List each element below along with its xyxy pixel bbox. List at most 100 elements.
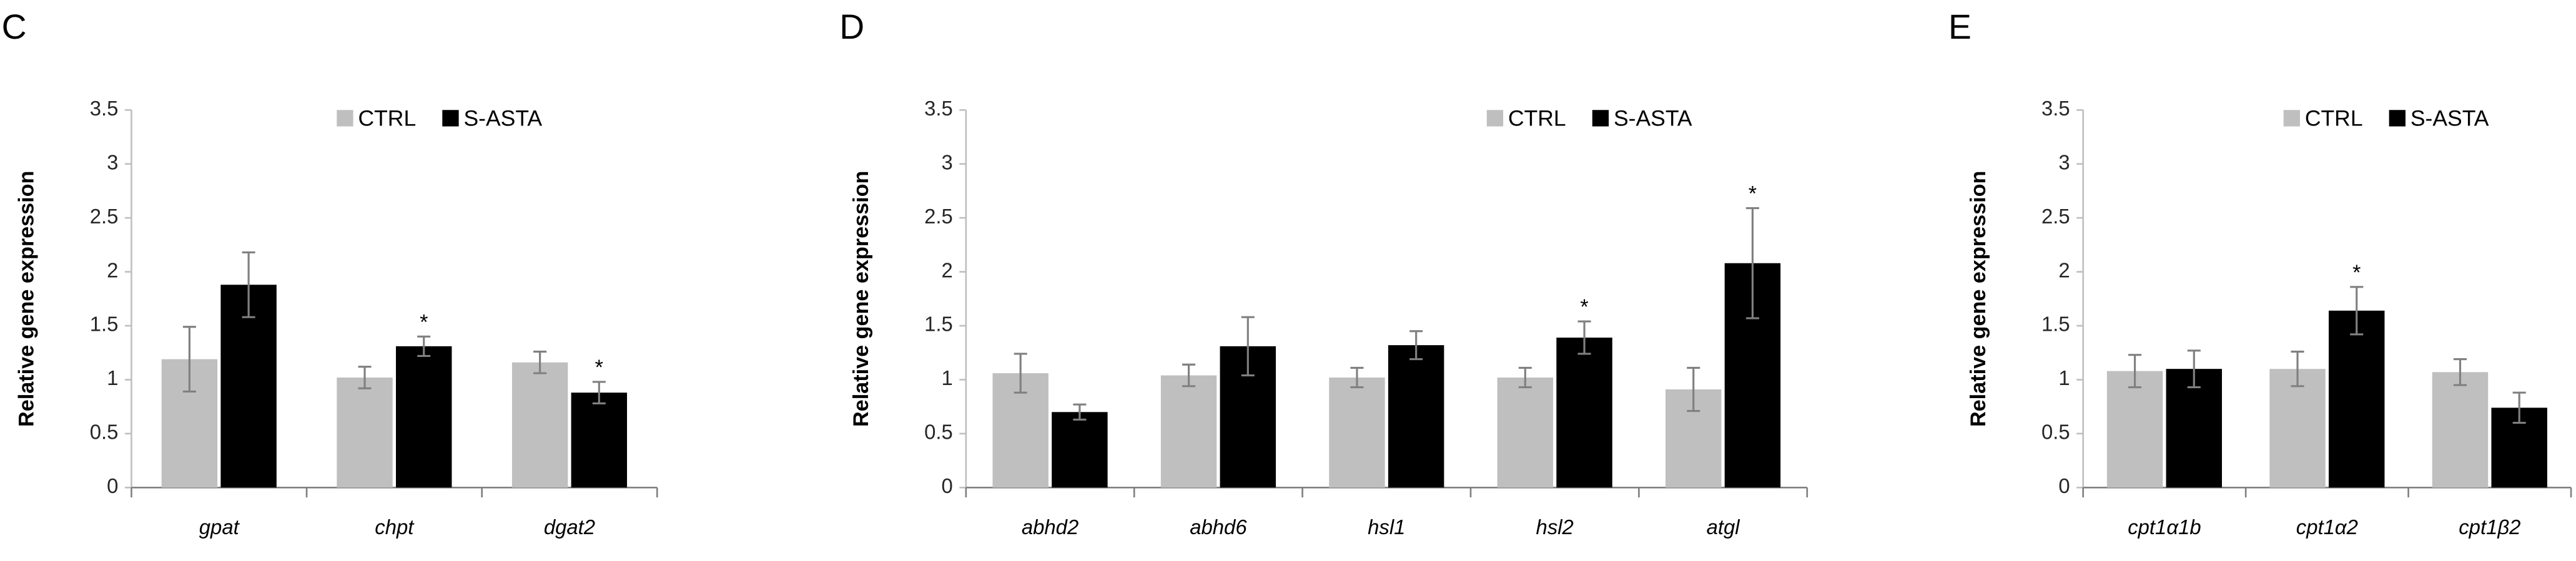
y-axis-label: Relative gene expression <box>1967 171 1990 427</box>
legend-swatch <box>1592 110 1609 127</box>
error-bar <box>2350 286 2364 336</box>
y-tick-label: 3.5 <box>924 97 953 120</box>
legend-swatch <box>2389 110 2406 127</box>
y-tick-label: 1 <box>107 366 118 389</box>
legend-label: S-ASTA <box>1614 105 1692 130</box>
error-bar <box>1350 366 1364 389</box>
significance-mark: * <box>420 310 428 334</box>
significance-mark: * <box>595 356 603 379</box>
error-bar <box>2291 350 2304 388</box>
legend-label: S-ASTA <box>2411 105 2489 130</box>
y-tick-label: 3 <box>942 150 953 173</box>
x-tick-label: dgat2 <box>544 515 595 539</box>
bar <box>2329 310 2385 488</box>
bar <box>1497 377 1554 488</box>
bar <box>2269 369 2326 488</box>
bar <box>2166 369 2223 488</box>
bar <box>337 377 393 488</box>
bar <box>2432 372 2489 488</box>
bar <box>220 285 277 488</box>
bar <box>2106 371 2163 488</box>
legend-swatch <box>337 110 353 127</box>
error-bar <box>2512 391 2526 424</box>
x-tick-label: cpt1α2 <box>2296 515 2358 539</box>
x-tick-label: hsl2 <box>1536 515 1574 539</box>
y-tick-label: 1.5 <box>924 313 953 336</box>
error-bar <box>1409 330 1423 361</box>
bar <box>1556 338 1612 488</box>
error-bar <box>1182 363 1196 388</box>
y-tick-label: 0.5 <box>90 421 119 444</box>
y-tick-label: 2.5 <box>2041 205 2070 228</box>
y-tick-label: 2.5 <box>924 205 953 228</box>
y-tick-label: 2 <box>107 258 118 281</box>
y-tick-label: 3 <box>2058 150 2070 173</box>
x-tick-label: chpt <box>375 515 415 539</box>
error-bar <box>182 326 196 393</box>
panel-label: E <box>1948 7 1971 46</box>
error-bar <box>1073 403 1087 421</box>
x-tick-label: abhd2 <box>1022 515 1078 539</box>
x-tick-label: hsl1 <box>1368 515 1405 539</box>
x-tick-label: gpat <box>199 515 240 539</box>
significance-mark: * <box>2352 261 2361 285</box>
error-bar <box>242 251 255 318</box>
panel-label: D <box>839 7 864 46</box>
error-bar <box>1518 366 1532 389</box>
y-tick-label: 0.5 <box>924 421 953 444</box>
significance-mark: * <box>1580 295 1588 319</box>
error-bar <box>358 366 372 389</box>
error-bar <box>1014 353 1027 394</box>
y-tick-label: 3.5 <box>2041 97 2070 120</box>
legend-label: CTRL <box>1508 105 1566 130</box>
legend-label: CTRL <box>358 105 416 130</box>
x-tick-label: abhd6 <box>1190 515 1247 539</box>
y-axis-label: Relative gene expression <box>15 171 39 427</box>
y-tick-label: 1.5 <box>2041 313 2070 336</box>
error-bar <box>1577 320 1591 355</box>
significance-mark: * <box>1749 182 1757 206</box>
y-tick-label: 2 <box>2058 258 2070 281</box>
y-tick-label: 0 <box>107 474 118 497</box>
y-tick-label: 3.5 <box>90 97 119 120</box>
bar <box>571 393 628 488</box>
bar <box>1052 412 1108 488</box>
error-bar <box>1687 366 1700 412</box>
bar <box>511 362 568 488</box>
y-tick-label: 1 <box>942 366 953 389</box>
bar <box>1388 345 1444 488</box>
legend-label: S-ASTA <box>463 105 542 130</box>
y-tick-label: 2.5 <box>90 205 119 228</box>
legend-label: CTRL <box>2305 105 2363 130</box>
x-tick-label: cpt1β2 <box>2459 515 2520 539</box>
error-bar <box>592 381 606 405</box>
error-bar <box>2453 358 2467 386</box>
legend-swatch <box>442 110 459 127</box>
y-tick-label: 0 <box>942 474 953 497</box>
error-bar <box>2128 354 2142 389</box>
error-bar <box>533 350 547 374</box>
y-tick-label: 0.5 <box>2041 421 2070 444</box>
legend-swatch <box>2283 110 2300 127</box>
figure-body: C Relative gene expression 0 0.5 1 1.5 2 2.5 3 3.… <box>2 7 2572 539</box>
panel: D Relative gene expression 0 0.5 1 1.5 2 2.5 3 3.… <box>839 7 1809 539</box>
panel-label: C <box>2 7 27 46</box>
x-tick-label: atgl <box>1707 515 1741 539</box>
error-bar <box>417 335 431 357</box>
y-tick-label: 1.5 <box>90 313 119 336</box>
error-bar <box>2187 349 2201 389</box>
error-bar <box>1241 316 1255 377</box>
legend-swatch <box>1486 110 1504 127</box>
y-axis-label: Relative gene expression <box>849 171 873 427</box>
bar <box>1329 377 1385 488</box>
y-tick-label: 0 <box>2058 474 2070 497</box>
bar <box>395 346 452 488</box>
y-tick-label: 2 <box>942 258 953 281</box>
y-tick-label: 3 <box>107 150 118 173</box>
x-tick-label: cpt1α1b <box>2128 515 2201 539</box>
bar <box>1160 375 1217 488</box>
error-bar <box>1745 207 1759 320</box>
y-tick-label: 1 <box>2058 366 2070 389</box>
